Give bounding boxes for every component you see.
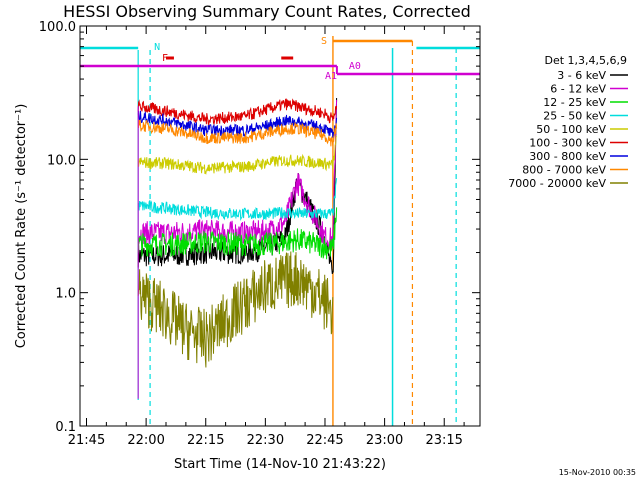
y-axis: 0.1 1.0 10.0 100.0 — [39, 20, 480, 435]
legend-label: 7000 - 20000 keV — [508, 177, 606, 190]
x-tick-label: 22:30 — [247, 433, 284, 448]
series-line — [137, 178, 338, 222]
flag-label-f: F — [162, 53, 168, 64]
flag-label-a0: A0 — [349, 61, 361, 72]
y-tick-label: 1.0 — [55, 287, 76, 302]
y-tick-label: 10.0 — [47, 153, 76, 168]
flag-label-s: S — [321, 36, 327, 47]
legend-label: 12 - 25 keV — [543, 96, 606, 109]
y-tick-label: 100.0 — [39, 20, 76, 35]
x-tick-label: 22:45 — [306, 433, 343, 448]
legend-label: 6 - 12 keV — [550, 83, 606, 96]
attenuator-flags: NF S A1 A0 — [80, 36, 480, 426]
plot-frame — [79, 25, 481, 427]
y-axis-label: Corrected Count Rate (s⁻¹ detector⁻¹) — [14, 104, 29, 349]
series-line — [137, 251, 334, 368]
legend-label: 800 - 7000 keV — [522, 164, 606, 177]
series-line — [138, 119, 338, 147]
flag-label-a1: A1 — [325, 71, 337, 82]
x-axis: 21:45 22:00 22:15 22:30 22:45 23:00 23:15 — [68, 26, 465, 448]
legend-label: 300 - 800 keV — [529, 150, 606, 163]
legend-label: 50 - 100 keV — [536, 123, 606, 136]
series-line — [137, 207, 338, 260]
x-tick-label: 21:45 — [68, 433, 105, 448]
x-axis-label: Start Time (14-Nov-10 21:43:22) — [174, 457, 386, 472]
x-tick-label: 23:00 — [366, 433, 403, 448]
x-tick-label: 22:00 — [127, 433, 164, 448]
legend-label: 3 - 6 keV — [557, 69, 606, 82]
chart-title: HESSI Observing Summary Count Rates, Cor… — [63, 2, 471, 21]
series-line — [137, 134, 338, 175]
legend-label: 100 - 300 keV — [529, 137, 606, 150]
series-line — [137, 98, 338, 126]
x-tick-label: 23:15 — [425, 433, 462, 448]
series-layer — [137, 97, 338, 399]
footer-date: 15-Nov-2010 00:35 — [559, 468, 636, 477]
flag-label-n: N — [154, 42, 160, 53]
y-tick-label: 0.1 — [55, 420, 76, 435]
legend-title: Det 1,3,4,5,6,9 — [544, 54, 627, 67]
x-tick-label: 22:15 — [187, 433, 224, 448]
legend-label: 25 - 50 keV — [543, 110, 606, 123]
